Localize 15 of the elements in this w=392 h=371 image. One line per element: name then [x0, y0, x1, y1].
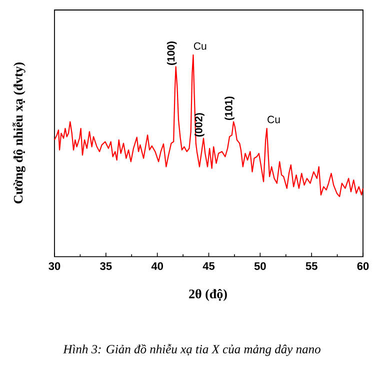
x-axis-title: 2θ (độ) [189, 289, 227, 301]
x-tick-label: 45 [202, 262, 215, 270]
x-tick-label: 35 [100, 262, 112, 270]
x-tick-label: 55 [306, 262, 318, 270]
x-tick-label: 60 [357, 262, 369, 270]
x-tick-label: 30 [48, 262, 60, 270]
annotation: (002) [194, 113, 204, 137]
annotation: Cu [194, 42, 206, 50]
annotation: (101) [224, 96, 234, 120]
annotation: (100) [166, 42, 177, 65]
x-tick-label: 40 [151, 262, 164, 270]
x-tick-label: 50 [254, 262, 266, 270]
y-axis-title: Cường độ nhiễu xạ (đvty) [12, 62, 26, 204]
text: Hình 3: Giản đồ nhiễu xạ tia X của mảng dây nano [63, 344, 320, 356]
annotation: Cu [268, 116, 280, 124]
